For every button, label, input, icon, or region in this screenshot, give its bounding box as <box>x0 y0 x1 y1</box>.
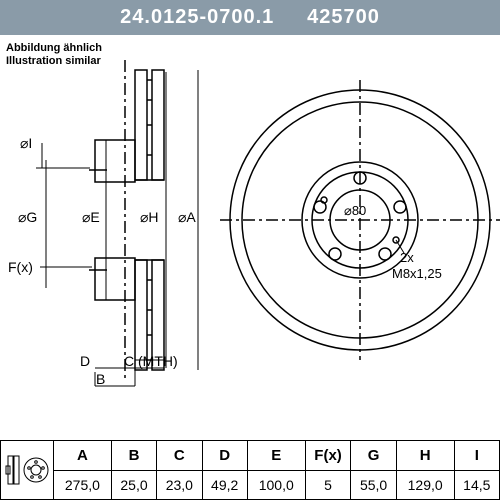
label-dia-H: ⌀H <box>140 209 159 225</box>
label-dia-G: ⌀G <box>18 209 37 225</box>
label-dia-E: ⌀E <box>82 209 100 225</box>
header-bar: 24.0125-0700.1 425700 <box>0 0 500 35</box>
val-B: 25,0 <box>111 471 156 500</box>
val-G: 55,0 <box>351 471 396 500</box>
table-value-row: 275,0 25,0 23,0 49,2 100,0 5 55,0 129,0 … <box>1 471 500 500</box>
col-A: A <box>54 441 112 471</box>
col-G: G <box>351 441 396 471</box>
col-F: F(x) <box>305 441 351 471</box>
val-C: 23,0 <box>157 471 202 500</box>
col-I: I <box>454 441 499 471</box>
label-bolt-spec: M8x1,25 <box>392 266 442 281</box>
dimension-table: A B C D E F(x) G H I 275,0 25,0 23,0 49,… <box>0 440 500 500</box>
part-number-2: 425700 <box>307 6 380 28</box>
val-E: 100,0 <box>247 471 305 500</box>
col-D: D <box>202 441 247 471</box>
val-D: 49,2 <box>202 471 247 500</box>
disc-icon <box>4 450 50 490</box>
label-bolt-count: 2x <box>400 250 414 265</box>
col-E: E <box>247 441 305 471</box>
val-I: 14,5 <box>454 471 499 500</box>
label-C: C (MTH) <box>124 353 178 369</box>
val-H: 129,0 <box>396 471 454 500</box>
label-center-bore: ⌀80 <box>344 203 366 218</box>
val-A: 275,0 <box>54 471 112 500</box>
table-header-row: A B C D E F(x) G H I <box>1 441 500 471</box>
col-C: C <box>157 441 202 471</box>
label-dia-I: ⌀I <box>20 135 32 151</box>
disc-icon-cell <box>1 441 54 500</box>
col-B: B <box>111 441 156 471</box>
col-H: H <box>396 441 454 471</box>
label-D: D <box>80 353 90 369</box>
label-B: B <box>96 371 105 387</box>
part-number-1: 24.0125-0700.1 <box>120 6 274 28</box>
technical-drawing: ⌀I ⌀G ⌀E ⌀H ⌀A F(x) B C (MTH) D <box>0 40 500 400</box>
label-F: F(x) <box>8 259 33 275</box>
label-dia-A: ⌀A <box>178 209 196 225</box>
val-F: 5 <box>305 471 351 500</box>
